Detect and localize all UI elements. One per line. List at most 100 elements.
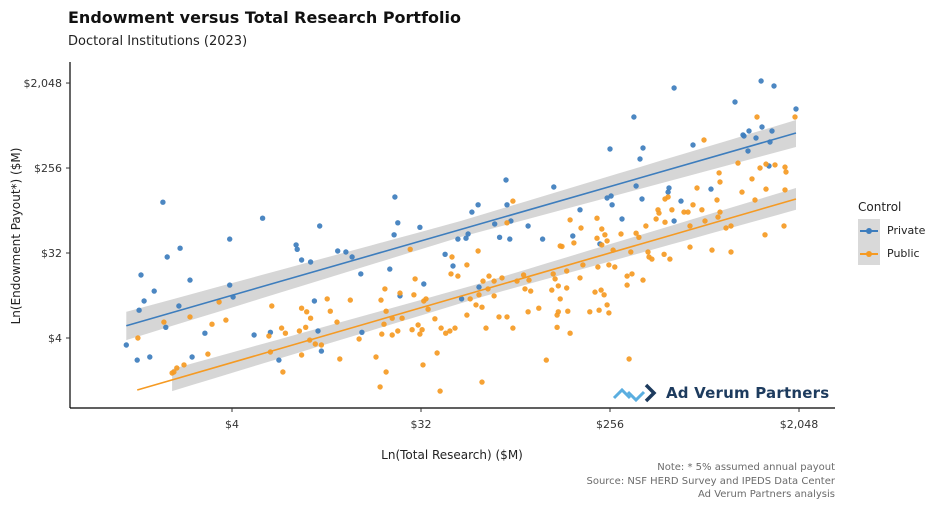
data-point-private <box>469 209 475 215</box>
data-point-public <box>383 369 389 375</box>
data-point-public <box>594 215 600 221</box>
legend-item-public: Public <box>858 242 925 265</box>
data-point-public <box>522 286 528 292</box>
data-point-public <box>571 240 577 246</box>
x-tick-label: $2,048 <box>780 418 819 431</box>
data-point-private <box>317 223 323 229</box>
data-point-public <box>728 223 734 229</box>
x-tick-label: $4 <box>225 418 239 431</box>
data-point-public <box>479 304 485 310</box>
data-point-private <box>138 272 144 278</box>
data-point-private <box>671 218 677 224</box>
data-point-public <box>278 325 285 331</box>
data-point-public <box>307 315 314 321</box>
data-point-public <box>504 220 510 226</box>
data-point-public <box>626 356 632 362</box>
data-point-private <box>732 99 738 105</box>
data-point-private <box>793 106 799 112</box>
y-tick-label: $2,048 <box>24 77 63 90</box>
x-axis-label: Ln(Total Research) ($M) <box>381 448 523 462</box>
data-point-public <box>223 317 229 323</box>
logo-chevrons-icon <box>612 383 657 403</box>
data-point-private <box>633 183 639 189</box>
data-point-public <box>438 325 444 331</box>
data-point-public <box>599 226 605 232</box>
data-point-public <box>604 238 610 244</box>
data-point-public <box>135 335 141 341</box>
data-point-private <box>771 83 777 89</box>
data-point-public <box>624 282 630 288</box>
data-point-private <box>147 354 153 360</box>
data-point-public <box>415 322 421 328</box>
data-point-public <box>412 276 418 282</box>
data-point-public <box>749 176 755 182</box>
data-point-public <box>690 202 696 208</box>
data-point-private <box>311 298 318 304</box>
data-point-private <box>496 234 503 240</box>
data-point-public <box>649 256 655 262</box>
data-point-private <box>492 221 498 227</box>
data-point-public <box>628 249 634 255</box>
data-point-private <box>187 277 193 283</box>
data-point-public <box>618 231 624 237</box>
trend-line-private <box>126 132 797 327</box>
data-point-private <box>358 271 364 277</box>
data-point-public <box>282 330 289 336</box>
data-point-public <box>397 290 403 296</box>
data-point-public <box>559 243 565 250</box>
data-point-public <box>476 292 482 298</box>
data-point-public <box>762 232 768 238</box>
data-point-public <box>587 309 593 315</box>
data-point-private <box>671 85 677 91</box>
data-point-private <box>504 202 510 208</box>
data-point-private <box>177 245 183 251</box>
data-point-public <box>419 327 425 333</box>
data-point-private <box>608 193 614 199</box>
data-point-public <box>318 342 325 348</box>
data-point-public <box>550 271 556 277</box>
data-point-public <box>577 275 583 281</box>
data-point-public <box>496 314 502 320</box>
data-point-public <box>356 336 362 342</box>
data-point-public <box>629 271 635 277</box>
data-point-public <box>662 219 668 225</box>
data-point-public <box>432 316 438 322</box>
legend-title: Control <box>858 200 902 214</box>
note-source: Source: NSF HERD Survey and IPEDS Data C… <box>586 475 835 487</box>
data-point-public <box>754 114 760 120</box>
data-point-public <box>480 278 486 284</box>
data-point-public <box>383 308 389 314</box>
trend-line-public <box>137 198 797 391</box>
data-point-public <box>181 362 187 368</box>
data-point-public <box>475 248 481 254</box>
data-point-public <box>606 310 612 316</box>
data-point-private <box>387 266 393 272</box>
legend-item-private: Private <box>858 219 925 242</box>
legend-key-private <box>858 219 880 242</box>
data-point-public <box>685 209 691 215</box>
y-tick-label: $256 <box>34 162 62 175</box>
data-point-public <box>395 328 401 334</box>
data-point-public <box>564 285 570 291</box>
data-point-private <box>607 146 613 152</box>
data-point-private <box>455 236 461 242</box>
data-point-private <box>343 249 349 255</box>
legend-label-public: Public <box>887 247 920 260</box>
data-point-public <box>636 234 642 240</box>
data-point-private <box>741 133 747 139</box>
data-point-private <box>476 284 482 290</box>
note-payout: Note: * 5% assumed annual payout <box>657 462 835 473</box>
data-point-public <box>467 296 473 302</box>
data-point-public <box>266 333 272 339</box>
y-tick-label: $4 <box>48 332 62 345</box>
data-point-private <box>298 257 305 263</box>
data-point-public <box>578 225 584 231</box>
data-point-public <box>161 319 167 325</box>
ad-verum-logo: Ad Verum Partners <box>612 382 829 404</box>
data-point-public <box>687 244 693 250</box>
data-point-public <box>510 198 516 204</box>
data-point-public <box>752 197 758 203</box>
data-point-public <box>280 369 286 375</box>
data-point-public <box>486 273 492 279</box>
data-point-private <box>335 248 341 254</box>
